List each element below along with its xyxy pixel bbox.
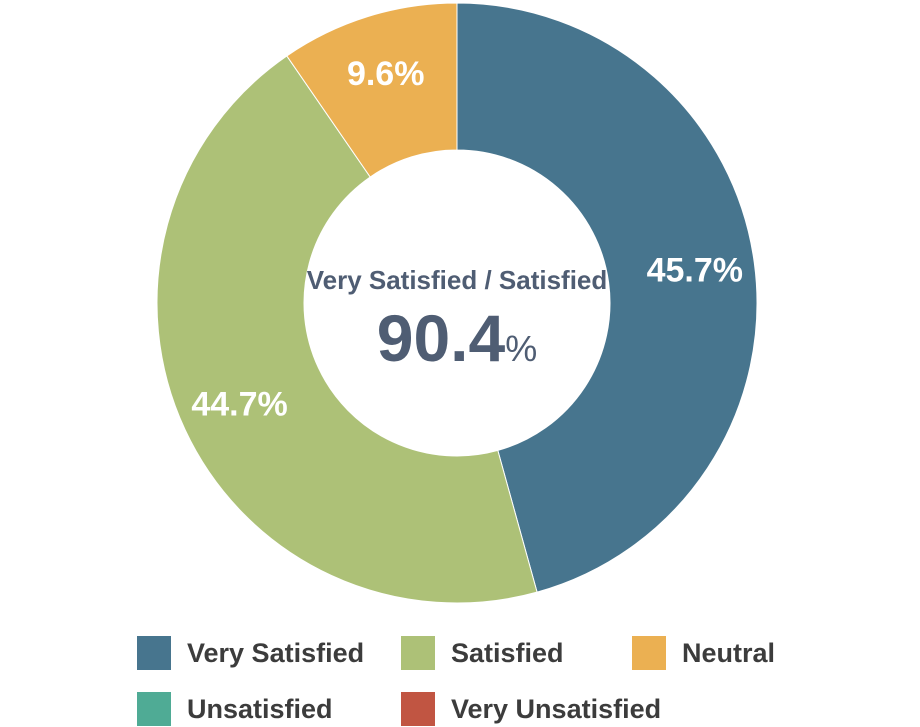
legend-swatch-very-satisfied	[137, 636, 171, 670]
center-value-number: 90.4	[377, 301, 506, 375]
slice-labels: 45.7% 44.7% 9.6%	[191, 55, 743, 424]
legend-label-very-satisfied: Very Satisfied	[187, 637, 365, 668]
legend-swatch-satisfied	[401, 636, 435, 670]
legend-label-neutral: Neutral	[682, 637, 776, 668]
slice-label-very-satisfied: 45.7%	[647, 252, 743, 290]
slice-very-satisfied	[456, 2, 758, 593]
center-value: 90.4%	[377, 301, 537, 375]
legend-item-unsatisfied: Unsatisfied	[137, 691, 333, 727]
legend-item-neutral: Neutral	[632, 635, 775, 671]
legend-item-very-unsatisfied: Very Unsatisfied	[401, 691, 661, 727]
legend-swatch-neutral	[632, 636, 666, 670]
center-value-unit: %	[505, 328, 537, 369]
legend-label-very-unsatisfied: Very Unsatisfied	[451, 693, 662, 724]
donut-slices	[156, 2, 758, 604]
center-caption: Very Satisfied / Satisfied	[307, 265, 608, 295]
slice-neutral	[286, 2, 458, 178]
legend-label-satisfied: Satisfied	[451, 637, 564, 668]
legend-swatch-unsatisfied	[137, 692, 171, 726]
legend-item-very-satisfied: Very Satisfied	[137, 635, 364, 671]
legend-swatch-very-unsatisfied	[401, 692, 435, 726]
legend-item-satisfied: Satisfied	[401, 635, 564, 671]
slice-label-satisfied: 44.7%	[191, 386, 287, 424]
slice-label-neutral: 9.6%	[347, 55, 425, 93]
donut-center: Very Satisfied / Satisfied 90.4%	[307, 265, 608, 375]
slice-satisfied	[156, 55, 538, 604]
legend-label-unsatisfied: Unsatisfied	[187, 693, 333, 724]
